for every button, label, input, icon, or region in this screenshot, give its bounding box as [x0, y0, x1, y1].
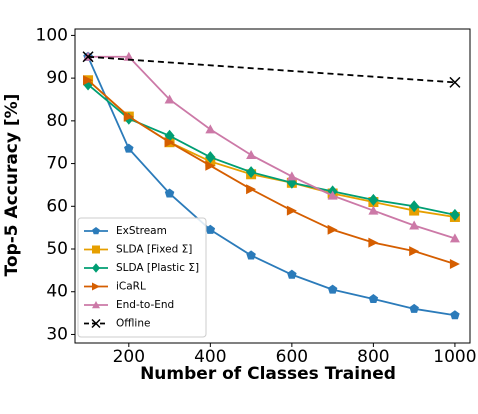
marker — [82, 51, 94, 63]
legend-marker — [92, 301, 100, 309]
marker — [449, 233, 460, 243]
marker — [246, 150, 257, 160]
series-line — [87, 55, 455, 84]
legend-marker — [92, 245, 100, 254]
marker — [164, 137, 175, 148]
marker — [246, 166, 257, 179]
marker — [286, 171, 297, 181]
legend-marker — [92, 282, 100, 291]
marker — [449, 258, 460, 269]
y-tick-label: 70 — [46, 154, 68, 174]
series-line — [88, 55, 456, 240]
marker — [205, 151, 216, 164]
series-line — [87, 83, 456, 216]
marker — [368, 193, 379, 206]
legend-label: iCaRL — [116, 281, 146, 293]
marker — [205, 124, 216, 134]
marker — [368, 237, 379, 248]
marker — [164, 188, 175, 198]
y-tick-label: 90 — [46, 68, 68, 88]
series-line — [87, 79, 456, 265]
marker — [246, 250, 256, 260]
x-tick-label: 800 — [357, 347, 389, 367]
marker — [287, 269, 297, 279]
y-tick-label: 80 — [46, 111, 68, 131]
marker — [449, 76, 461, 88]
marker — [123, 111, 134, 122]
legend-box — [77, 217, 207, 338]
legend-label: Offline — [116, 318, 150, 330]
marker — [205, 160, 216, 171]
legend-label: SLDA [Plastic Σ] — [116, 262, 199, 274]
marker — [327, 190, 338, 200]
plot-frame — [74, 28, 471, 344]
x-tick-label: 200 — [113, 347, 145, 367]
legend-label: ExStream — [116, 225, 167, 237]
marker — [123, 51, 134, 61]
y-axis-label: Top-5 Accuracy [%] — [2, 94, 22, 277]
marker — [246, 184, 257, 195]
legend: ExStream SLDA [Fixed Σ] SLDA [Plastic Σ] iC… — [77, 217, 207, 338]
marker — [327, 224, 338, 235]
marker — [164, 94, 175, 104]
y-tick-label: 40 — [46, 282, 68, 302]
marker — [409, 246, 420, 257]
y-tick-label: 60 — [46, 196, 68, 216]
y-tick-label: 100 — [36, 25, 68, 45]
x-tick-label: 1000 — [433, 347, 476, 367]
y-tick-label: 30 — [46, 324, 68, 344]
series-line — [87, 56, 456, 317]
x-axis-label: Number of Classes Trained — [140, 364, 396, 384]
marker — [409, 200, 420, 213]
y-tick-label: 50 — [46, 239, 68, 259]
legend-label: End-to-End — [116, 299, 174, 311]
marker — [409, 303, 419, 313]
marker — [124, 143, 134, 153]
marker — [368, 293, 379, 304]
legend-marker — [91, 318, 101, 329]
legend-marker — [92, 227, 100, 235]
x-tick-label: 400 — [194, 347, 226, 367]
x-tick-label: 600 — [276, 347, 308, 367]
legend-label: SLDA [Fixed Σ] — [116, 244, 192, 256]
marker — [450, 310, 460, 320]
marker — [409, 220, 420, 230]
marker — [449, 208, 460, 221]
marker — [83, 75, 94, 86]
marker — [327, 284, 338, 294]
marker — [368, 205, 379, 215]
legend-marker — [92, 263, 100, 273]
marker — [205, 224, 216, 234]
marker — [286, 205, 297, 216]
series-line — [87, 79, 456, 218]
